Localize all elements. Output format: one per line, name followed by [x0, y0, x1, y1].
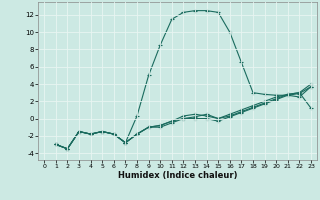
X-axis label: Humidex (Indice chaleur): Humidex (Indice chaleur) [118, 171, 237, 180]
